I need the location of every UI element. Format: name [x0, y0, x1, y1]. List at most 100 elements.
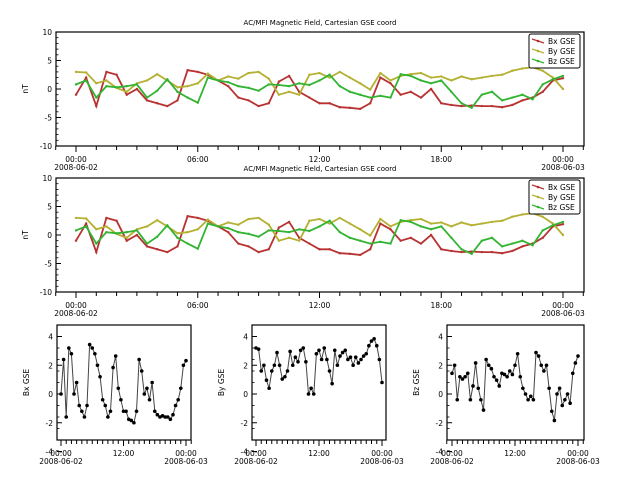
legend-marker	[536, 195, 540, 199]
data-point	[237, 223, 240, 226]
data-point	[90, 346, 95, 350]
data-point	[176, 90, 179, 94]
data-point	[267, 223, 270, 226]
data-point	[93, 351, 97, 356]
data-point	[409, 90, 413, 94]
data-point	[348, 106, 352, 110]
data-point	[256, 347, 261, 351]
data-point	[267, 248, 270, 251]
data-point	[166, 224, 169, 227]
x-tick-date-label: 2008-06-03	[541, 163, 585, 172]
data-point	[216, 225, 220, 228]
data-point	[308, 242, 311, 245]
data-point	[338, 84, 341, 88]
data-point	[460, 377, 465, 381]
y-tick-label: 2	[438, 361, 443, 370]
data-point	[226, 80, 230, 84]
data-point	[155, 248, 159, 251]
data-point	[356, 361, 361, 365]
data-point	[346, 357, 350, 362]
data-point	[237, 84, 240, 88]
legend-marker	[536, 205, 540, 209]
data-point	[155, 412, 160, 417]
data-point	[489, 366, 494, 371]
data-point	[277, 93, 281, 96]
data-point	[247, 86, 250, 90]
data-point	[343, 348, 348, 353]
data-point	[500, 106, 504, 109]
data-point	[87, 342, 92, 347]
data-point	[301, 346, 306, 350]
data-point	[359, 357, 363, 362]
data-point	[293, 355, 298, 360]
data-point	[379, 94, 382, 98]
data-point	[196, 82, 199, 85]
data-point	[460, 104, 463, 108]
data-point	[247, 99, 250, 102]
data-point	[277, 239, 281, 242]
data-point	[372, 337, 376, 341]
data-point	[470, 106, 473, 110]
data-point	[338, 216, 341, 220]
data-point	[155, 102, 159, 105]
data-point	[74, 239, 78, 242]
data-point	[328, 222, 331, 225]
data-point	[108, 409, 113, 414]
data-point	[84, 71, 88, 74]
data-point	[119, 397, 123, 402]
data-point	[142, 392, 147, 396]
data-point	[206, 218, 210, 221]
data-point	[80, 409, 84, 414]
data-point	[163, 415, 167, 419]
data-point	[328, 248, 331, 251]
y-tick-label: 5	[47, 203, 52, 212]
x-tick-label: 00:00	[567, 449, 589, 458]
data-point	[473, 361, 478, 365]
data-point	[226, 226, 230, 230]
data-point	[134, 409, 139, 414]
series-line-bz-gse	[451, 351, 579, 421]
x-tick-label: 00:00	[552, 155, 574, 164]
y-tick-label: 10	[42, 28, 52, 37]
data-point	[399, 93, 402, 96]
data-point	[318, 71, 321, 75]
x-tick-date-label: 2008-06-03	[164, 457, 208, 466]
data-point	[318, 102, 321, 105]
chart-title: AC/MFI Magnetic Field, Cartesian GSE coo…	[244, 19, 397, 27]
data-point	[348, 236, 352, 240]
data-point	[216, 79, 220, 82]
x-tick-label: 00:00	[65, 301, 87, 310]
data-point	[379, 222, 382, 225]
data-point	[82, 415, 87, 419]
data-point	[409, 236, 413, 240]
data-point	[500, 252, 504, 255]
data-point	[480, 76, 484, 79]
data-point	[309, 386, 313, 391]
plot-frame	[251, 324, 387, 441]
y-tick-label: -4	[46, 448, 54, 457]
data-point	[480, 222, 484, 225]
data-point	[308, 96, 311, 99]
x-tick-label: 12:00	[309, 301, 331, 310]
data-point	[257, 235, 260, 238]
y-tick-label: -4	[436, 448, 444, 457]
data-point	[145, 96, 149, 99]
data-point	[325, 357, 329, 362]
data-point	[419, 225, 423, 228]
y-tick-label: 4	[438, 333, 443, 342]
data-point	[125, 230, 128, 234]
data-point	[181, 363, 186, 368]
x-tick-label: 00:00	[65, 155, 87, 164]
data-point	[531, 244, 534, 247]
data-point	[317, 348, 321, 353]
data-point	[186, 242, 189, 245]
x-tick-label: 00:00	[175, 449, 197, 458]
data-point	[196, 216, 199, 220]
legend-marker	[536, 59, 540, 63]
data-point	[257, 70, 260, 74]
data-point	[166, 104, 169, 108]
data-point	[277, 229, 281, 233]
data-point	[105, 230, 108, 234]
data-point	[468, 397, 473, 402]
data-point	[419, 217, 423, 221]
